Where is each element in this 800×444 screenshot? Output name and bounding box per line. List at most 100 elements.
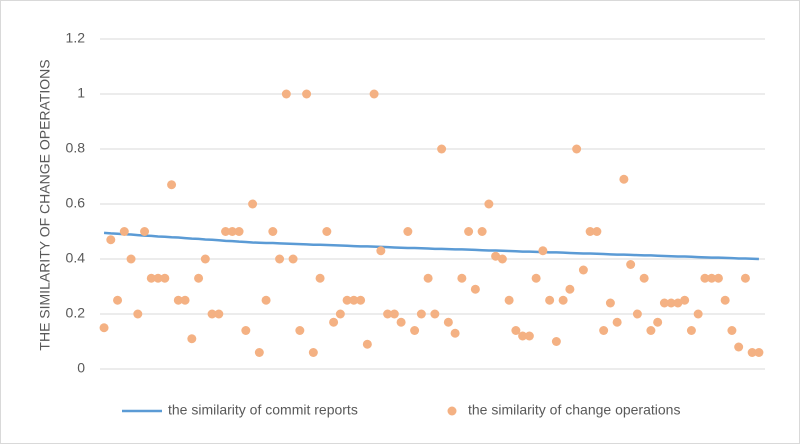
y-tick-label: 0.8 [66, 140, 86, 156]
scatter-point [288, 254, 298, 264]
scatter-point [450, 328, 460, 338]
scatter-point [207, 309, 217, 319]
scatter-point [241, 326, 251, 335]
scatter-point [457, 273, 467, 283]
scatter-point [464, 227, 474, 236]
scatter-point [254, 348, 264, 357]
scatter-point [666, 298, 676, 308]
scatter-point [659, 298, 669, 308]
scatter-point [707, 273, 717, 283]
scatter-point [403, 227, 413, 236]
legend-swatch [447, 406, 457, 416]
scatter-point [113, 295, 123, 305]
scatter-point [747, 348, 757, 357]
scatter-point [383, 309, 393, 319]
scatter-point [376, 246, 386, 256]
scatter-point [146, 273, 156, 283]
scatter-point [153, 273, 163, 283]
scatter-point [423, 273, 433, 283]
scatter-point [140, 227, 150, 236]
scatter-point [673, 298, 683, 308]
scatter-point [315, 273, 325, 283]
scatter-point [504, 295, 514, 305]
scatter-point [680, 295, 690, 305]
scatter-point [200, 254, 210, 264]
scatter-point [565, 284, 575, 294]
scatter-point [484, 199, 494, 209]
scatter-point [686, 326, 696, 335]
scatter-point [322, 227, 332, 236]
scatter-point [160, 273, 170, 283]
scatter-point [308, 348, 318, 357]
scatter-point [437, 144, 447, 154]
scatter-point [727, 326, 737, 335]
scatter-point [119, 227, 129, 236]
scatter-point [396, 317, 406, 327]
scatter-point [410, 326, 420, 335]
scatter-point [443, 317, 453, 327]
scatter-point [518, 331, 528, 341]
scatter-point [99, 323, 109, 333]
scatter-point [720, 295, 730, 305]
scatter-point [538, 246, 548, 256]
scatter-point [754, 348, 764, 357]
legend-label: the similarity of change operations [468, 402, 680, 418]
scatter-point [693, 309, 703, 319]
y-tick-label: 0.4 [66, 250, 86, 266]
scatter-point [491, 251, 501, 261]
scatter-point [430, 309, 440, 319]
scatter-point [646, 326, 656, 335]
scatter-point [626, 260, 636, 269]
scatter-point [551, 337, 561, 346]
scatter-point [389, 309, 399, 319]
y-tick-label: 0.6 [66, 195, 86, 211]
scatter-point [349, 295, 359, 305]
scatter-point [194, 273, 204, 283]
scatter-point [221, 227, 231, 236]
scatter-point [281, 89, 291, 99]
scatter-point [713, 273, 723, 283]
scatter-point [302, 89, 312, 99]
scatter-point [329, 317, 339, 327]
y-tick-label: 1 [77, 85, 85, 101]
scatter-point [106, 235, 116, 245]
y-tick-label: 1.2 [66, 30, 86, 46]
scatter-point [619, 174, 629, 184]
scatter-point [416, 309, 426, 319]
scatter-point [612, 317, 622, 327]
scatter-point [497, 254, 507, 264]
scatter-point [524, 331, 534, 341]
scatter-point [477, 227, 487, 236]
scatter-point [558, 295, 568, 305]
scatter-point [578, 265, 588, 275]
scatter-point [356, 295, 366, 305]
y-axis-title: THE SIMILARITY OF CHANGE OPERATIONS [37, 59, 53, 350]
scatter-point [261, 295, 271, 305]
scatter-point [740, 273, 750, 283]
scatter-point [275, 254, 285, 264]
scatter-point [511, 326, 521, 335]
legend-label: the similarity of commit reports [168, 402, 358, 418]
scatter-point [734, 342, 744, 352]
scatter-point [531, 273, 541, 283]
scatter-point [632, 309, 642, 319]
scatter-point [545, 295, 555, 305]
scatter-point [268, 227, 278, 236]
scatter-point [126, 254, 136, 264]
scatter-point [180, 295, 190, 305]
y-tick-label: 0 [77, 360, 85, 376]
scatter-point [585, 227, 595, 236]
scatter-point [599, 326, 609, 335]
scatter-point [227, 227, 237, 236]
scatter-point [133, 309, 143, 319]
scatter-point [173, 295, 183, 305]
scatter-point [187, 334, 197, 344]
scatter-point [234, 227, 244, 236]
scatter-point [248, 199, 258, 209]
scatter-point [295, 326, 305, 335]
scatter-point [470, 284, 480, 294]
scatter-point [167, 180, 177, 190]
scatter-point [214, 309, 224, 319]
scatter-point [342, 295, 352, 305]
